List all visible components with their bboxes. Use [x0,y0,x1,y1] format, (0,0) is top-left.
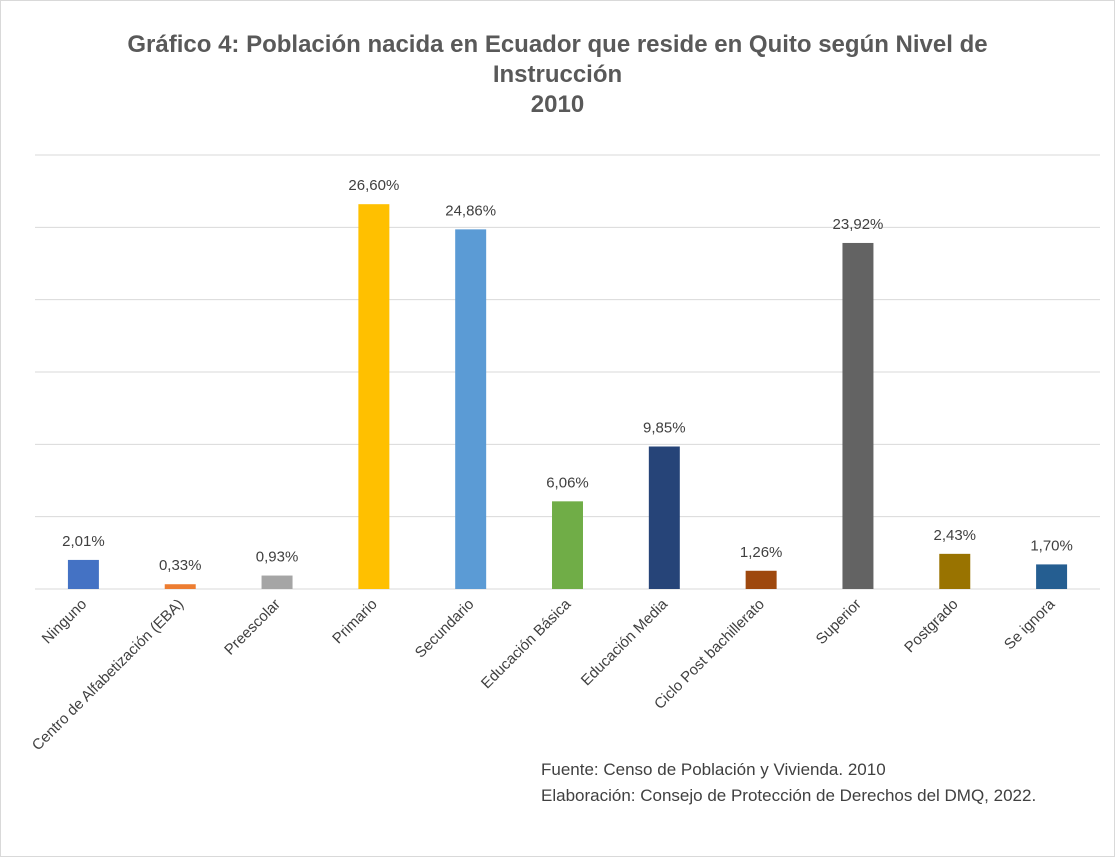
x-tick-label: Centro de Alfabetización (EBA) [29,596,187,754]
bar [842,242,874,589]
data-label: 23,92% [833,216,884,233]
data-label: 0,33% [159,557,202,574]
bar [358,204,390,590]
bar [745,570,777,589]
x-tick-label: Ciclo Post bachillerato [651,596,768,713]
bar [1036,564,1068,589]
bar [455,229,487,589]
data-label: 0,93% [256,549,299,566]
x-tick-label: Preescolar [221,596,284,659]
data-label: 1,70% [1030,537,1073,554]
data-label: 2,01% [62,533,105,550]
x-tick-label: Se ignora [1001,595,1059,653]
data-label: 2,43% [933,527,976,544]
x-tick-label: Educación Media [578,595,672,689]
chart-subtitle: 2010 [530,91,585,118]
x-tick-label: Primario [329,596,381,648]
data-label: 24,86% [445,202,496,219]
x-tick-label: Postgrado [901,596,961,656]
x-tick-label: Superior [813,596,865,648]
bar [939,553,971,589]
data-label: 26,60% [348,177,399,194]
x-tick-label: Secundario [412,596,478,662]
data-label: 9,85% [643,420,686,437]
source-note: Fuente: Censo de Población y Vivienda. 2… [541,760,886,779]
data-label: 6,06% [546,474,589,491]
bar [164,584,196,589]
x-tick-label: Ninguno [39,596,91,648]
chart-title: Gráfico 4: Población nacida en Ecuador q… [127,31,988,88]
title-block: Gráfico 4: Población nacida en Ecuador q… [90,30,1025,120]
bar [261,575,293,589]
x-tick-label: Educación Básica [478,595,575,692]
bar [67,559,99,589]
bar [648,446,680,589]
bar [552,501,583,589]
data-label: 1,26% [740,544,783,561]
credit-note: Elaboración: Consejo de Protección de De… [541,786,1037,805]
